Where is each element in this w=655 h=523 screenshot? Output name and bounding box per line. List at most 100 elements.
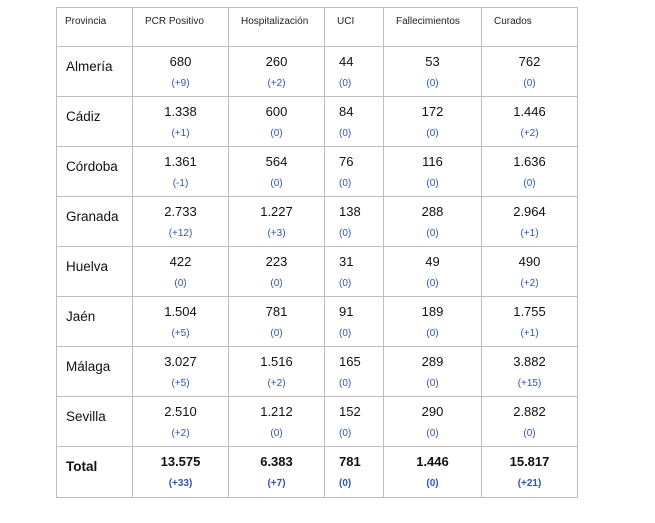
table-row: Almería 680 (+9) 260 (+2) 44 (0) 53 (0) 762 (0): [56, 46, 578, 97]
curados-change: (+1): [520, 228, 539, 239]
pcr-positivo-value: 3.027: [164, 354, 197, 369]
curados-value: 2.882: [513, 404, 546, 419]
curados-change: (+2): [520, 278, 539, 289]
table-row: Sevilla 2.510 (+2) 1.212 (0) 152 (0) 290 (0) 2.88…: [56, 396, 578, 447]
pcr-positivo-cell: 422 (0): [132, 246, 229, 297]
hospitalizacion-cell: 260 (+2): [228, 46, 325, 97]
pcr-positivo-value: 1.361: [164, 154, 197, 169]
pcr-positivo-change: (0): [174, 278, 187, 289]
fallecimientos-cell: 172 (0): [383, 96, 482, 147]
hospitalizacion-value: 223: [265, 254, 288, 269]
uci-cell: 138 (0): [324, 196, 384, 247]
uci-value: 138: [339, 204, 361, 219]
fallecimientos-change: (0): [426, 78, 439, 89]
uci-value: 152: [339, 404, 361, 419]
hospitalizacion-cell: 1.212 (0): [228, 396, 325, 447]
curados-cell: 1.755 (+1): [481, 296, 578, 347]
hospitalizacion-cell: 1.516 (+2): [228, 346, 325, 397]
province-cell: Huelva: [56, 246, 133, 297]
fallecimientos-cell: 53 (0): [383, 46, 482, 97]
header-fallecimientos: Fallecimientos: [383, 7, 482, 47]
curados-cell: 1.636 (0): [481, 146, 578, 197]
hospitalizacion-value: 781: [265, 304, 288, 319]
hospitalizacion-value: 1.516: [260, 354, 293, 369]
pcr-positivo-change: (+12): [168, 228, 193, 239]
total-row: Total 13.575 (+33) 6.383 (+7) 781 (0) 1.446 (0) 1…: [56, 446, 578, 498]
province-name: Almería: [66, 59, 113, 74]
uci-change: (0): [339, 378, 352, 389]
fallecimientos-value: 1.446: [416, 454, 449, 469]
hospitalizacion-cell: 600 (0): [228, 96, 325, 147]
uci-cell: 165 (0): [324, 346, 384, 397]
hospitalizacion-value: 1.227: [260, 204, 293, 219]
header-provincia: Provincia: [56, 7, 133, 47]
header-curados: Curados: [481, 7, 578, 47]
pcr-positivo-change: (-1): [172, 178, 189, 189]
pcr-positivo-change: (+9): [171, 78, 190, 89]
covid-province-table: Provincia PCR Positivo Hospitalización U…: [56, 7, 578, 498]
uci-value: 781: [339, 454, 361, 469]
header-hospitalizacion: Hospitalización: [228, 7, 325, 47]
curados-change: (0): [523, 78, 536, 89]
fallecimientos-change: (0): [426, 278, 439, 289]
fallecimientos-change: (0): [426, 178, 439, 189]
fallecimientos-value: 172: [421, 104, 444, 119]
curados-value: 1.755: [513, 304, 546, 319]
province-cell: Almería: [56, 46, 133, 97]
hospitalizacion-value: 564: [265, 154, 288, 169]
pcr-positivo-value: 422: [169, 254, 192, 269]
hospitalizacion-value: 1.212: [260, 404, 293, 419]
fallecimientos-value: 116: [422, 154, 443, 169]
hospitalizacion-value: 260: [265, 54, 288, 69]
curados-change: (+2): [520, 128, 539, 139]
hospitalizacion-change: (0): [270, 278, 283, 289]
pcr-positivo-change: (+5): [171, 378, 190, 389]
curados-value: 2.964: [513, 204, 546, 219]
uci-change: (0): [339, 478, 352, 489]
uci-cell: 84 (0): [324, 96, 384, 147]
pcr-positivo-cell: 2.510 (+2): [132, 396, 229, 447]
uci-change: (0): [339, 428, 352, 439]
curados-value: 490: [518, 254, 541, 269]
fallecimientos-change: (0): [426, 478, 439, 489]
uci-cell: 152 (0): [324, 396, 384, 447]
pcr-positivo-cell: 2.733 (+12): [132, 196, 229, 247]
province-cell: Sevilla: [56, 396, 133, 447]
curados-change: (0): [523, 178, 536, 189]
uci-value: 31: [339, 254, 354, 269]
pcr-positivo-value: 1.338: [164, 104, 197, 119]
fallecimientos-cell: 116 (0): [383, 146, 482, 197]
province-cell: Jaén: [56, 296, 133, 347]
fallecimientos-cell: 189 (0): [383, 296, 482, 347]
curados-change: (0): [523, 428, 536, 439]
uci-value: 76: [339, 154, 354, 169]
pcr-positivo-change: (+1): [171, 128, 190, 139]
uci-value: 165: [339, 354, 361, 369]
hospitalizacion-value: 600: [265, 104, 288, 119]
pcr-positivo-cell: 1.504 (+5): [132, 296, 229, 347]
uci-change: (0): [339, 78, 352, 89]
uci-cell: 44 (0): [324, 46, 384, 97]
table-row: Málaga 3.027 (+5) 1.516 (+2) 165 (0) 289 (0) 3.88…: [56, 346, 578, 397]
hospitalizacion-change: (0): [270, 328, 283, 339]
hospitalizacion-change: (0): [270, 428, 283, 439]
fallecimientos-value: 49: [425, 254, 440, 269]
pcr-positivo-cell: 3.027 (+5): [132, 346, 229, 397]
province-cell: Málaga: [56, 346, 133, 397]
hospitalizacion-change: (+2): [267, 78, 286, 89]
province-name: Málaga: [66, 359, 111, 374]
uci-value: 84: [339, 104, 354, 119]
curados-value: 15.817: [509, 454, 550, 469]
uci-change: (0): [339, 278, 352, 289]
uci-value: 44: [339, 54, 354, 69]
fallecimientos-value: 288: [421, 204, 444, 219]
pcr-positivo-cell: 1.338 (+1): [132, 96, 229, 147]
hospitalizacion-cell: 6.383 (+7): [228, 446, 325, 498]
pcr-positivo-value: 1.504: [164, 304, 197, 319]
table-row: Córdoba 1.361 (-1) 564 (0) 76 (0) 116 (0) 1.636 (0…: [56, 146, 578, 197]
curados-value: 3.882: [513, 354, 546, 369]
header-row: Provincia PCR Positivo Hospitalización U…: [56, 7, 578, 47]
pcr-positivo-change: (+33): [168, 478, 193, 489]
hospitalizacion-cell: 223 (0): [228, 246, 325, 297]
header-pcr-positivo: PCR Positivo: [132, 7, 229, 47]
